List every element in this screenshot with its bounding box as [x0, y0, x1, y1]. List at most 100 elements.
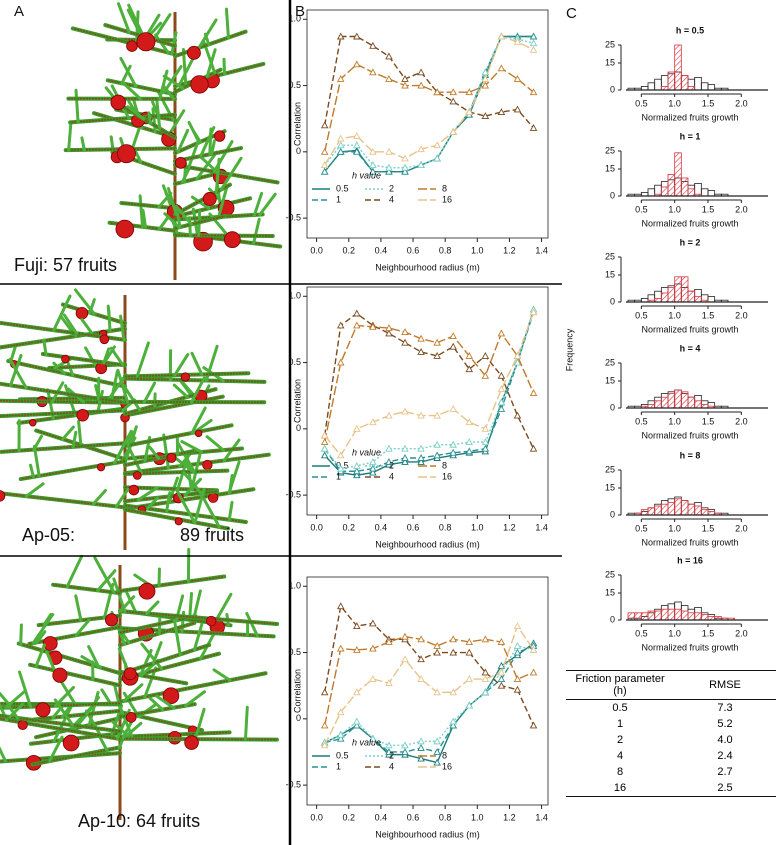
- shoot: [199, 155, 219, 174]
- point: [401, 655, 409, 663]
- fruit: [42, 636, 58, 651]
- hist-title: h = 4: [680, 343, 701, 353]
- shoot: [208, 127, 213, 156]
- hist-bar: [694, 296, 702, 303]
- point: [336, 147, 345, 155]
- branch-core: [0, 714, 121, 733]
- shoot: [9, 343, 18, 364]
- y-axis-title: Correlation: [292, 669, 302, 713]
- x-tick-label: 2.0: [735, 310, 748, 320]
- point: [385, 679, 393, 686]
- shoot: [19, 623, 23, 646]
- shoot: [138, 648, 153, 677]
- point: [385, 74, 393, 82]
- point: [465, 351, 474, 359]
- point: [417, 635, 425, 643]
- hist-bar: [700, 82, 709, 91]
- shoot: [143, 666, 158, 699]
- shoot: [62, 313, 78, 335]
- shoot: [227, 460, 241, 495]
- shoot: [245, 611, 259, 638]
- hist-bar: [674, 389, 682, 409]
- branch-core: [119, 610, 278, 625]
- point: [336, 134, 345, 142]
- hist-bar: [667, 71, 676, 91]
- hist-bar: [687, 503, 696, 516]
- point: [417, 68, 425, 76]
- branch-core: [124, 488, 254, 510]
- point: [336, 602, 345, 610]
- point: [336, 734, 345, 742]
- point: [513, 351, 522, 359]
- shoot: [77, 419, 83, 447]
- y-tick-label: 25: [605, 145, 615, 155]
- y-tick-label: -0.5: [285, 212, 301, 222]
- hist-bar: [687, 188, 696, 197]
- fruit: [35, 702, 51, 718]
- point: [529, 389, 538, 396]
- point: [401, 454, 409, 461]
- point: [513, 74, 522, 82]
- shoot: [109, 346, 125, 367]
- point: [513, 648, 522, 656]
- shoot: [124, 721, 143, 739]
- shoot: [74, 88, 80, 124]
- y-tick-label: 0: [610, 296, 615, 306]
- point: [401, 163, 409, 171]
- x-tick-label: 1.4: [535, 522, 548, 532]
- shoot: [174, 204, 193, 226]
- fruit: [136, 32, 156, 52]
- hist-bar: [654, 610, 662, 621]
- point: [481, 81, 490, 89]
- table-row: 2 4.0: [566, 732, 776, 748]
- point: [336, 141, 345, 149]
- header-cell: Friction parameter (h): [575, 673, 665, 697]
- point: [320, 147, 329, 155]
- branch-core: [0, 322, 126, 341]
- series-line: [323, 312, 535, 450]
- shoot: [0, 746, 7, 763]
- point: [353, 462, 361, 469]
- plot-frame: [306, 576, 549, 806]
- y-tick-label: 15: [605, 163, 615, 173]
- x-tick-label: 1.2: [503, 522, 516, 532]
- point: [385, 444, 393, 452]
- branch-core: [174, 215, 226, 230]
- shoot: [8, 357, 28, 390]
- point: [449, 688, 457, 696]
- hist-bar: [647, 188, 656, 197]
- x-tick-label: 0.6: [407, 812, 420, 822]
- point: [320, 167, 329, 175]
- legend-label: 8: [442, 460, 447, 470]
- point: [481, 371, 490, 379]
- series-line: [323, 604, 535, 726]
- fruit: [223, 231, 241, 249]
- fruit: [184, 735, 199, 750]
- y-tick-label: 0.5: [288, 647, 301, 657]
- point: [481, 444, 490, 452]
- point: [369, 147, 377, 155]
- x-tick-label: 2.0: [735, 628, 748, 638]
- point: [417, 744, 425, 751]
- shoot: [18, 670, 33, 709]
- x-tick-label: 2.0: [735, 204, 748, 214]
- point: [369, 464, 377, 472]
- y-axis-title: Frequency: [564, 328, 574, 371]
- point: [513, 358, 522, 366]
- shoot: [188, 592, 194, 619]
- x-tick-label: 1.0: [471, 245, 484, 255]
- shoot: [175, 488, 196, 524]
- point: [513, 37, 522, 45]
- point: [369, 644, 377, 652]
- table-cell: 16: [613, 782, 627, 794]
- plot-frame: [306, 286, 549, 516]
- shoot: [172, 455, 196, 474]
- shoot: [80, 136, 86, 152]
- point: [385, 638, 393, 645]
- point: [497, 329, 506, 337]
- hist-bar: [700, 614, 709, 621]
- fruit: [174, 156, 187, 169]
- fruit: [125, 712, 137, 723]
- fruit: [194, 429, 203, 438]
- x-tick-label: 0.0: [310, 812, 323, 822]
